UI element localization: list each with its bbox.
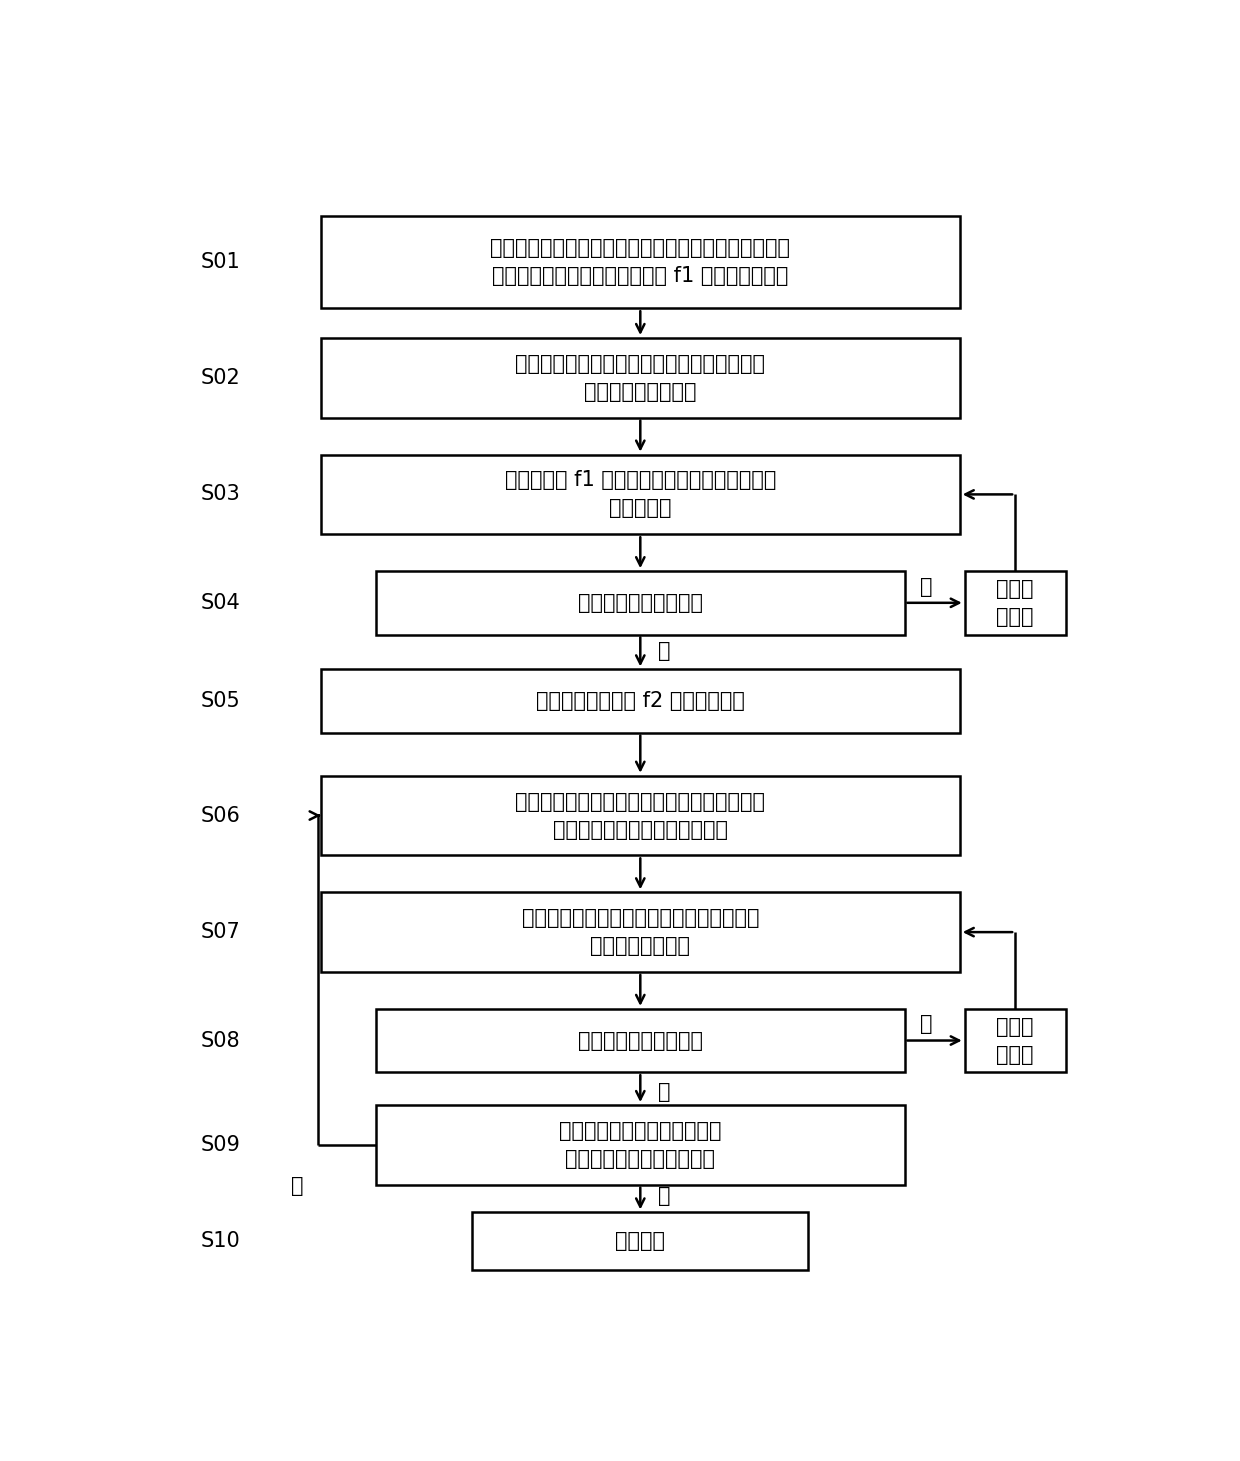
Text: 是: 是 xyxy=(657,641,670,660)
FancyBboxPatch shape xyxy=(376,571,905,634)
Text: 完成测量: 完成测量 xyxy=(615,1232,666,1251)
FancyBboxPatch shape xyxy=(965,571,1065,634)
Text: 将测量结果存入存储器，判断
测量结果是否达到规定精度: 将测量结果存入存储器，判断 测量结果是否达到规定精度 xyxy=(559,1121,722,1169)
Text: S10: S10 xyxy=(201,1232,241,1251)
Text: 扩大扫
频范围: 扩大扫 频范围 xyxy=(997,1017,1034,1065)
Text: 是: 是 xyxy=(657,1186,670,1205)
Text: 扩大扫
频范围: 扩大扫 频范围 xyxy=(997,579,1034,627)
Text: 否: 否 xyxy=(291,1176,304,1195)
FancyBboxPatch shape xyxy=(321,454,960,535)
Text: S02: S02 xyxy=(201,368,241,387)
Text: 后续测量时，根据历史频率数据进行加权计算
得到近一步缩小的扫频窗口范围: 后续测量时，根据历史频率数据进行加权计算 得到近一步缩小的扫频窗口范围 xyxy=(516,792,765,840)
Text: S03: S03 xyxy=(201,485,241,504)
Text: 将测量得到的频率 f2 存入存储器中: 将测量得到的频率 f2 存入存储器中 xyxy=(536,691,745,712)
FancyBboxPatch shape xyxy=(376,1010,905,1072)
Text: S08: S08 xyxy=(201,1030,241,1050)
FancyBboxPatch shape xyxy=(321,216,960,308)
Text: S06: S06 xyxy=(201,805,241,825)
Text: S07: S07 xyxy=(201,922,241,942)
FancyBboxPatch shape xyxy=(965,1010,1065,1072)
Text: 否: 否 xyxy=(920,577,932,596)
FancyBboxPatch shape xyxy=(321,669,960,733)
FancyBboxPatch shape xyxy=(472,1213,808,1270)
FancyBboxPatch shape xyxy=(321,776,960,855)
Text: 首次测量时，根据传感器出厂设定的最大频率范围进行
低电压扫频，测得首次响应频率 f1 并存入存储器中: 首次测量时，根据传感器出厂设定的最大频率范围进行 低电压扫频，测得首次响应频率 … xyxy=(490,238,790,286)
Text: 判断是否存在响应频率: 判断是否存在响应频率 xyxy=(578,593,703,612)
Text: S09: S09 xyxy=(201,1135,241,1154)
FancyBboxPatch shape xyxy=(321,893,960,972)
FancyBboxPatch shape xyxy=(376,1105,905,1185)
Text: S04: S04 xyxy=(201,593,241,612)
Text: 第二次测量时，根据传感器安装位置和应用指
标缩小扫频窗口范围: 第二次测量时，根据传感器安装位置和应用指 标缩小扫频窗口范围 xyxy=(516,354,765,402)
Text: S05: S05 xyxy=(201,691,241,712)
Text: 判断是否存在响应频率: 判断是否存在响应频率 xyxy=(578,1030,703,1050)
FancyBboxPatch shape xyxy=(321,337,960,418)
Text: 是: 是 xyxy=(657,1081,670,1102)
Text: 否: 否 xyxy=(920,1014,932,1034)
Text: S01: S01 xyxy=(201,253,241,272)
Text: 以首次频率 f1 为中值，根据当前的扫频窗口范
围进行扫频: 以首次频率 f1 为中值，根据当前的扫频窗口范 围进行扫频 xyxy=(505,470,776,519)
Text: 以上一次测量结果为中值，根据当前的扫频
窗口范围进行扫频: 以上一次测量结果为中值，根据当前的扫频 窗口范围进行扫频 xyxy=(522,909,759,955)
